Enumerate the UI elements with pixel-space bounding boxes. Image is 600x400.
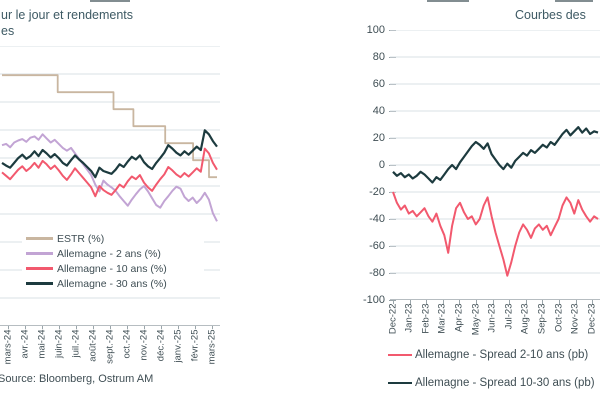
y-axis-label: 0 [378,159,385,171]
right-chart-title: Courbes des [515,8,586,22]
x-axis-tick [476,300,477,304]
x-axis-label: Sep-23 [536,303,548,335]
x-axis-label: Dec-23 [586,303,598,335]
legend-swatch [26,252,53,255]
y-axis-label: 40 [372,105,385,117]
x-axis-tick [8,326,9,329]
x-axis-tick [25,326,26,329]
x-axis-label: Nov-23 [569,303,581,335]
right-legend-item-spread-10-30: Allemagne - Spread 10-30 ans (pb) [388,377,595,389]
x-axis-tick [509,300,511,304]
legend-swatch [388,381,412,385]
x-axis-label: Apr-23 [453,303,465,333]
series-line-allemagne-10-ans [1,147,218,198]
x-axis-tick [76,326,77,329]
right-legend-item-spread-2-10: Allemagne - Spread 2-10 ans (pb) [388,349,588,361]
legend-item: Allemagne - 2 ans (%) [26,246,204,261]
y-axis-label: -80 [369,267,385,279]
x-axis-tick [42,326,43,329]
left-chart-title-line2: es [1,24,15,38]
x-axis-tick [59,326,60,329]
x-axis-label: mai-24 [36,329,47,359]
x-axis-label: juil.-24 [70,329,81,358]
legend-item: Allemagne - 30 ans (%) [26,276,204,291]
x-axis-tick [525,300,527,304]
x-axis-label: juin-24 [53,329,64,359]
right-plot-area [390,30,600,300]
x-axis-label: Dec-22 [387,303,398,335]
x-axis-tick [393,300,394,304]
legend-label: Allemagne - 10 ans (%) [57,262,167,275]
legend-label: Allemagne - Spread 10-30 ans (pb) [415,377,595,389]
y-axis-label: 20 [372,132,385,144]
x-axis-label: Feb-23 [420,303,432,334]
x-axis-tick [409,300,411,304]
x-axis-label: sept.-24 [104,329,115,364]
legend-label: Allemagne - 30 ans (%) [57,277,167,290]
legend-label: Allemagne - 2 ans (%) [57,247,161,260]
x-axis-tick [542,300,544,304]
x-axis-label: déc.-24 [155,329,166,362]
legend-swatch [26,267,53,270]
series-line-allemagne-30-ans [1,129,218,179]
legend-swatch [26,282,53,285]
x-axis-label: janv.-25 [172,329,183,363]
y-axis-label: 60 [372,78,385,90]
x-axis-tick [575,300,577,304]
x-axis-label: mars-25 [206,329,217,365]
x-axis-tick [492,300,494,304]
series-line-allemagne-spread-10-30-ans-pb [392,126,599,184]
left-chart-title-line1: ur le jour et rendements [1,8,134,22]
x-axis-label: Jan-23 [403,303,415,333]
legend-item: Allemagne - 10 ans (%) [26,261,204,276]
x-axis-tick [178,326,179,329]
series-line-allemagne-2-ans [1,133,218,222]
legend-label: Allemagne - Spread 2-10 ans (pb) [415,349,589,361]
cropped-text-remnant [555,0,593,2]
x-axis-label: févr.-25 [189,329,200,362]
x-axis-label: Jul-23 [503,303,515,330]
series-line-estr [2,74,217,179]
y-axis-label: -60 [369,240,385,252]
y-axis-label: 80 [372,51,385,63]
x-axis-label: Mar-23 [436,303,448,334]
x-axis-tick [592,300,594,304]
x-axis-label: mars-24 [2,329,13,365]
x-axis-tick [459,300,461,304]
legend-item: ESTR (%) [26,231,204,246]
x-axis-tick [442,300,444,304]
x-axis-tick [93,326,94,329]
x-axis-tick [110,326,111,329]
series-line-allemagne-spread-2-10-ans-pb [392,191,599,277]
legend-swatch [26,237,53,240]
x-axis-label: août-24 [87,329,98,362]
x-axis-label: avr.-24 [19,329,30,359]
x-axis-tick [144,326,145,329]
legend-swatch [388,353,412,357]
x-axis-tick [559,300,560,304]
left-chart-title: ur le jour et rendements es [1,7,133,39]
x-axis-tick [212,326,213,329]
y-axis-tick [389,300,396,301]
x-axis-label: oct.-24 [121,329,132,359]
y-axis-label: -20 [369,186,385,198]
x-axis-tick [161,326,162,329]
cropped-text-remnant [90,0,130,2]
x-axis-tick [195,326,196,329]
x-axis-label: Jun-23 [486,303,498,333]
legend-label: ESTR (%) [57,232,105,245]
left-chart-legend: ESTR (%) Allemagne - 2 ans (%) Allemagne -… [22,230,204,292]
x-axis-label: Oct-23 [553,303,564,333]
cropped-text-remnant [427,0,469,2]
x-axis-tick [426,300,428,304]
y-axis-label: -40 [369,213,385,225]
x-axis-label: May-23 [470,303,481,336]
x-axis-label: Aug-23 [519,303,531,335]
y-axis-label: 100 [366,24,385,36]
y-axis-label: -100 [362,294,385,306]
source-note: Source: Bloomberg, Ostrum AM [0,373,154,385]
x-axis-label: nov.-24 [138,329,149,361]
x-axis-tick [127,326,128,329]
